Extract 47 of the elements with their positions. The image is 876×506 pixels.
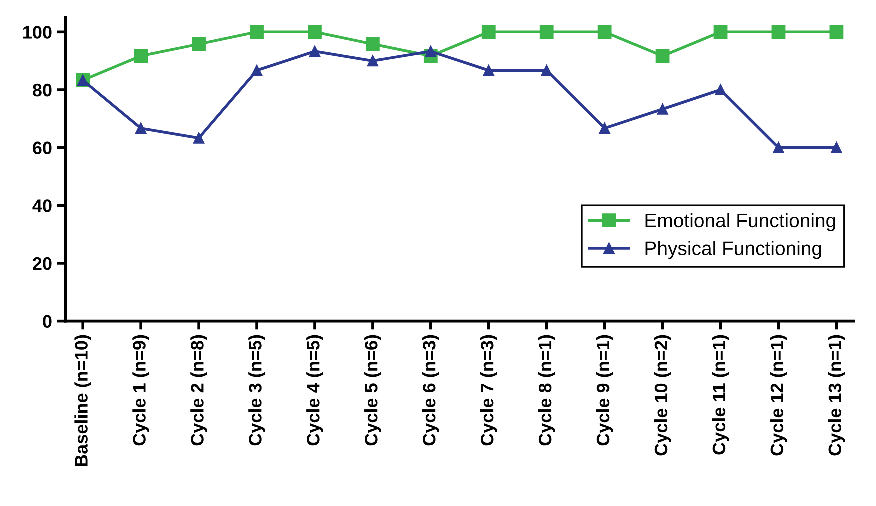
point	[136, 122, 147, 134]
point	[541, 65, 552, 76]
point	[483, 65, 494, 76]
point	[714, 25, 728, 40]
x-tick-label: Cycle 3 (n=5)	[248, 335, 266, 446]
point	[657, 104, 668, 115]
x-tick-label: Cycle 4 (n=5)	[306, 335, 324, 446]
x-tick-label: Cycle 8 (n=1)	[538, 335, 556, 446]
x-tick-label: Cycle 1 (n=9)	[132, 335, 150, 446]
x-tick-label: Cycle 9 (n=1)	[596, 335, 614, 446]
point	[193, 132, 205, 144]
point	[598, 25, 612, 40]
x-tick-label: Cycle 7 (n=3)	[480, 335, 498, 446]
point	[309, 46, 321, 58]
point	[425, 46, 436, 58]
x-tick-label: Cycle 13 (n=1)	[828, 335, 846, 456]
x-tick-label: Cycle 6 (n=3)	[422, 335, 440, 446]
point	[599, 122, 610, 134]
y-tick-label: 100	[24, 26, 52, 39]
point	[831, 142, 842, 154]
point	[540, 25, 554, 40]
point	[715, 84, 726, 96]
x-tick-label: Cycle 2 (n=8)	[190, 335, 208, 446]
point	[656, 49, 670, 64]
point	[308, 25, 322, 40]
x-tick-label: Cycle 11 (n=1)	[712, 335, 730, 455]
point	[134, 49, 148, 64]
x-tick-label: Cycle 10 (n=2)	[654, 335, 672, 456]
point	[250, 25, 264, 40]
point	[366, 37, 380, 52]
point	[192, 37, 206, 52]
point	[773, 142, 784, 154]
y-tick-label: 20	[33, 257, 52, 270]
point	[830, 25, 844, 40]
point	[772, 25, 786, 40]
point	[367, 56, 378, 67]
x-tick-label: Cycle 5 (n=6)	[364, 335, 382, 446]
legend-label: Emotional Functioning	[646, 213, 836, 232]
y-tick-label: 0	[43, 315, 52, 328]
legend-label: Physical Functioning	[646, 241, 822, 260]
y-tick-label: 40	[32, 200, 52, 212]
y-tick-label: 80	[32, 84, 52, 97]
point	[251, 65, 263, 76]
point	[482, 25, 496, 40]
x-tick-label: Cycle 12 (n=1)	[770, 335, 788, 456]
y-tick-label: 60	[33, 142, 52, 155]
x-tick-label: Baseline (n=10)	[74, 335, 92, 466]
